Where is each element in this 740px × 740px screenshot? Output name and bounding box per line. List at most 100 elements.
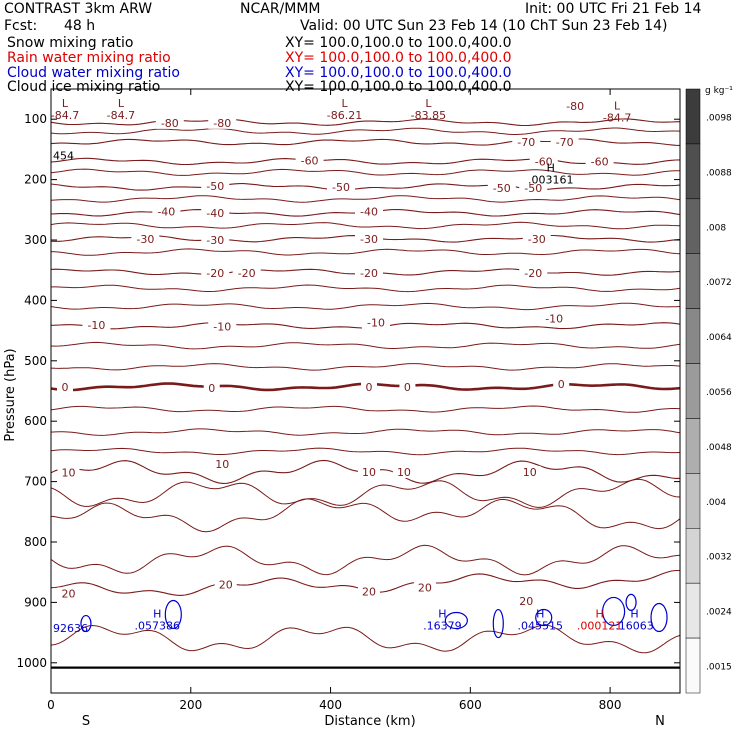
contour-line bbox=[50, 405, 681, 413]
extremum-value: .16063 bbox=[615, 620, 654, 633]
contour-label: -80 bbox=[161, 117, 179, 130]
extremum-letter: H bbox=[536, 608, 544, 621]
contour-label: -40 bbox=[206, 207, 224, 220]
x-tick-label: 0 bbox=[47, 698, 55, 712]
contour-line bbox=[50, 341, 681, 350]
contour-label: 10 bbox=[397, 466, 411, 479]
contour-label: 20 bbox=[61, 587, 75, 600]
x-tick-label: 200 bbox=[179, 698, 202, 712]
extremum-value: -83.85 bbox=[411, 109, 446, 122]
edge-value: 92636 bbox=[53, 622, 88, 635]
contour-line bbox=[50, 544, 681, 576]
contour-line bbox=[51, 284, 681, 293]
contour-label: 0 bbox=[558, 378, 565, 391]
cloud-water-contour bbox=[535, 608, 553, 627]
y-axis-label: Pressure (hPa) bbox=[3, 348, 18, 441]
extremum-letter: L bbox=[425, 97, 432, 110]
colorbar: .0098 .0088 .008 .0072 .0064 .0056 .0048 .004 .0… bbox=[685, 88, 732, 694]
colorbar-label: .0056 bbox=[706, 388, 732, 398]
contour-label: -10 bbox=[545, 313, 563, 326]
cloud-water-contour bbox=[80, 614, 92, 633]
org-label: NCAR/MMM bbox=[240, 1, 321, 17]
colorbar-swatch bbox=[685, 637, 701, 694]
y-tick-label: 600 bbox=[24, 414, 47, 428]
contour-label: -10 bbox=[367, 317, 385, 330]
contour-label: -20 bbox=[238, 267, 256, 280]
contour-label: -70 bbox=[517, 136, 535, 149]
colorbar-label: .0072 bbox=[706, 278, 732, 288]
contour-label: -30 bbox=[136, 233, 154, 246]
colorbar-label: .0064 bbox=[706, 333, 732, 343]
contour-label: 20 bbox=[362, 586, 376, 599]
extremum-value: -84.7 bbox=[107, 109, 135, 122]
colorbar-swatch bbox=[685, 582, 701, 639]
contour-label: -50 bbox=[206, 180, 224, 193]
contour-line bbox=[50, 157, 681, 166]
contour-label: -30 bbox=[206, 234, 224, 247]
contour-label: -80 bbox=[213, 117, 231, 130]
y-tick-label: 400 bbox=[24, 293, 47, 307]
cloud-water-contour bbox=[625, 593, 637, 612]
field-name-cloud-ice: Cloud ice mixing ratio bbox=[7, 79, 161, 95]
extremum-letter: L bbox=[118, 97, 125, 110]
y-tick-label: 200 bbox=[24, 173, 47, 187]
extremum-letter: H bbox=[438, 608, 446, 621]
colorbar-label: .004 bbox=[706, 498, 726, 508]
cloud-water-contour bbox=[164, 599, 182, 630]
forecast-hour: 48 h bbox=[64, 18, 96, 34]
contour-label: 10 bbox=[215, 458, 229, 471]
contour-label: -30 bbox=[528, 233, 546, 246]
colorbar-unit: g kg⁻¹ bbox=[705, 86, 733, 96]
x-tick-label: 400 bbox=[319, 698, 342, 712]
plot-frame bbox=[50, 88, 681, 694]
forecast-label: Fcst: bbox=[4, 18, 38, 34]
y-tick-label: 300 bbox=[24, 233, 47, 247]
colorbar-label: .0015 bbox=[706, 663, 732, 673]
colorbar-label: .0098 bbox=[706, 113, 732, 123]
extremum-value: .057386 bbox=[134, 620, 180, 633]
field-name-rain: Rain water mixing ratio bbox=[7, 50, 171, 66]
cloud-water-contour bbox=[650, 602, 668, 633]
extremum-letter: H bbox=[153, 608, 161, 621]
colorbar-swatch bbox=[685, 308, 701, 364]
extremum-value: -84.7 bbox=[603, 112, 631, 125]
contour-line bbox=[50, 447, 681, 456]
edge-value: 454 bbox=[53, 149, 74, 162]
contour-line bbox=[50, 168, 680, 176]
extremum-letter: L bbox=[62, 97, 69, 110]
extremum-value: -86.21 bbox=[327, 109, 362, 122]
x-axis-label: Distance (km) bbox=[324, 714, 415, 729]
contour-line bbox=[50, 624, 681, 654]
north-label: N bbox=[655, 714, 665, 729]
field-xy-cloud-water: XY= 100.0,100.0 to 100.0,400.0 bbox=[285, 65, 512, 81]
model-title: CONTRAST 3km ARW bbox=[4, 1, 153, 17]
contour-line bbox=[50, 118, 681, 127]
cloud-water-contour bbox=[444, 611, 468, 630]
contour-label: -60 bbox=[591, 155, 609, 168]
extremum-letter: L bbox=[614, 100, 621, 113]
cloud-water-contour bbox=[602, 596, 626, 627]
field-name-snow: Snow mixing ratio bbox=[7, 35, 134, 51]
cloud-water-contour bbox=[492, 608, 504, 639]
contour-label: -50 bbox=[493, 182, 511, 195]
contour-label: -60 bbox=[301, 154, 319, 167]
contour-label: -70 bbox=[556, 136, 574, 149]
y-tick-label: 700 bbox=[24, 475, 47, 489]
contour-label: -10 bbox=[213, 320, 231, 333]
field-xy-snow: XY= 100.0,100.0 to 100.0,400.0 bbox=[285, 35, 512, 51]
valid-time: Valid: 00 UTC Sun 23 Feb 14 (10 ChT Sun … bbox=[300, 18, 668, 34]
extremum-value: .045515 bbox=[517, 620, 563, 633]
contour-label: -20 bbox=[206, 267, 224, 280]
colorbar-swatch bbox=[685, 253, 701, 309]
contour-line bbox=[50, 302, 681, 311]
y-tick-label: 500 bbox=[24, 354, 47, 368]
contour-label: 10 bbox=[61, 467, 75, 480]
extremum-value: .16379 bbox=[423, 620, 462, 633]
contour-line bbox=[50, 183, 681, 191]
field-name-cloud-water: Cloud water mixing ratio bbox=[7, 65, 180, 81]
x-tick-label: 600 bbox=[459, 698, 482, 712]
contour-labels: -80 -80-80-70 -70-60 -60 -60-50 -50 -50 -50-40-… bbox=[51, 97, 654, 635]
colorbar-label: .0088 bbox=[706, 168, 732, 178]
